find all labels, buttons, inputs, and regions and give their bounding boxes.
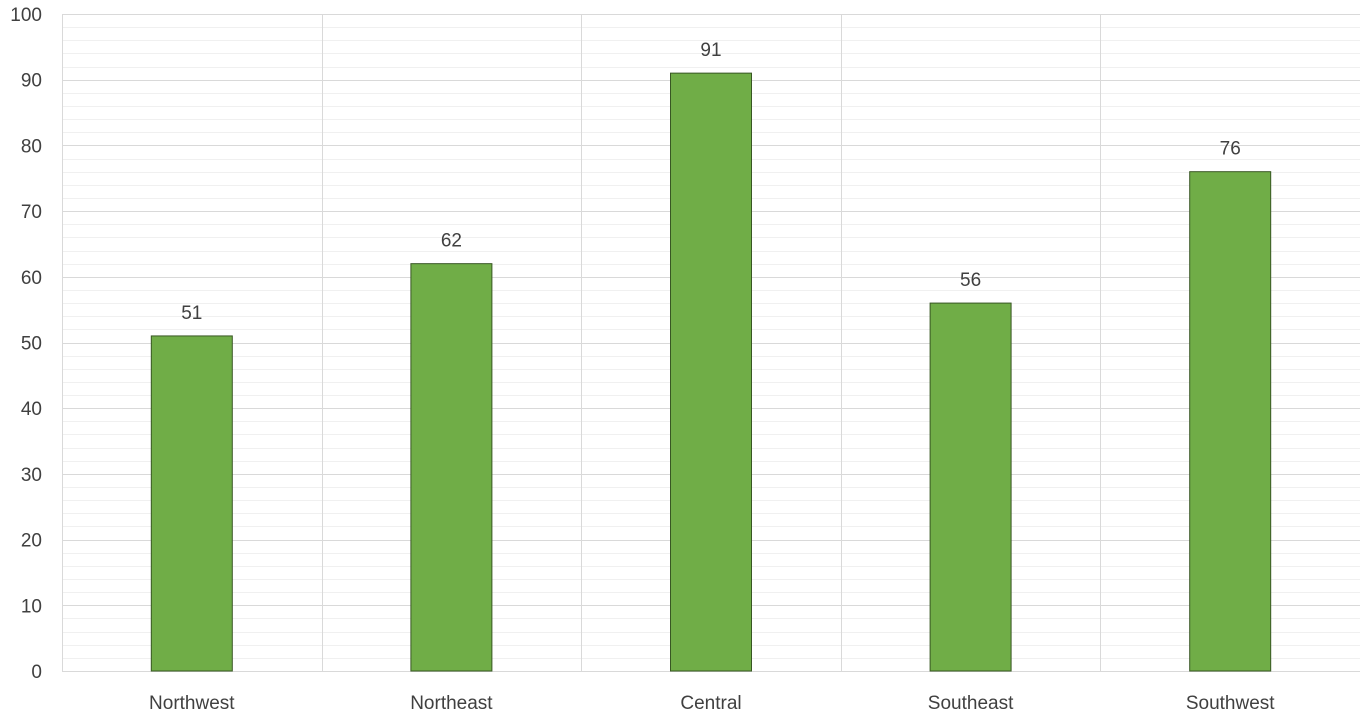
data-label: 91 [700,40,721,61]
x-axis-category-labels: Northwest Northeast Central Southeast Southw… [149,693,1275,714]
data-label: 56 [960,270,981,291]
y-tick-label: 100 [10,5,42,26]
y-tick-label: 40 [21,399,42,420]
category-divider-layer [62,14,1101,671]
category-label: Southwest [1186,693,1275,714]
data-label-layer: 51 62 91 56 76 [181,40,1241,324]
y-tick-label: 30 [21,465,42,486]
y-tick-label: 10 [21,596,42,617]
category-label: Northwest [149,693,235,714]
bar-southeast [929,302,1012,672]
y-tick-label: 0 [31,662,42,683]
bar-southwest [1189,171,1272,672]
y-tick-label: 70 [21,202,42,223]
bar-layer [150,72,1272,672]
bar-central [670,72,752,672]
bar-northeast [410,263,493,672]
data-label: 51 [181,303,202,324]
y-tick-label: 80 [21,136,42,157]
data-label: 62 [441,231,462,252]
y-tick-label: 20 [21,531,42,552]
category-label: Northeast [410,693,493,714]
category-label: Southeast [928,693,1014,714]
y-tick-label: 50 [21,334,42,355]
data-label: 76 [1220,139,1241,160]
y-tick-label: 60 [21,268,42,289]
category-label: Central [680,693,741,714]
bar-northwest [150,335,233,672]
y-tick-label: 90 [21,71,42,92]
y-axis-tick-labels: 0 10 20 30 40 50 60 70 80 90 100 [10,5,42,683]
